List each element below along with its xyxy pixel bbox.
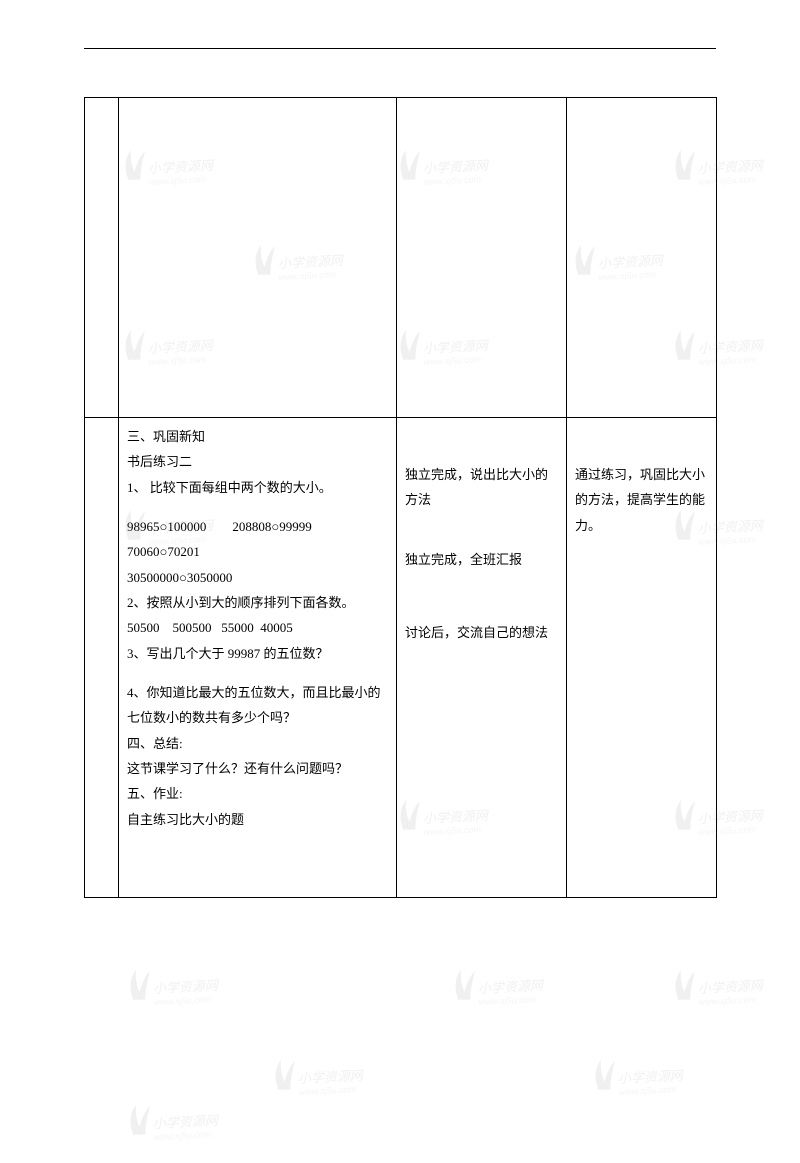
svg-text:小学资源网: 小学资源网 [618, 1068, 686, 1086]
num: 500500 [173, 620, 212, 635]
expr: 98965○100000 [127, 519, 206, 534]
watermark-icon: 小学资源网 www.xj5u.com [439, 957, 562, 1023]
watermark-icon: 小学资源网 www.xj5u.com [114, 1092, 237, 1158]
watermark-icon: 小学资源网 www.xj5u.com [114, 957, 237, 1023]
table-row: 三、巩固新知 书后练习二 1、 比较下面每组中两个数的大小。 98965○100… [85, 418, 717, 898]
math-expression: 98965○100000 208808○99999 [127, 514, 388, 539]
text-line: 这节课学习了什么？还有什么问题吗？ [127, 756, 388, 781]
svg-text:小学资源网: 小学资源网 [478, 978, 546, 996]
activity-text: 讨论后，交流自己的想法 [405, 620, 558, 645]
cell-r1c4 [567, 98, 717, 418]
math-expression: 70060○70201 [127, 539, 388, 564]
cell-r1c2 [119, 98, 397, 418]
svg-text:www.xj5u.com: www.xj5u.com [298, 1084, 356, 1097]
cell-r2c1 [85, 418, 119, 898]
activity-text: 独立完成，说出比大小的方法 [405, 462, 558, 513]
num: 50500 [127, 620, 160, 635]
page-border: 三、巩固新知 书后练习二 1、 比较下面每组中两个数的大小。 98965○100… [84, 48, 716, 898]
num: 55000 [221, 620, 254, 635]
question-text: 4、你知道比最大的五位数大，而且比最小的七位数小的数共有多少个吗？ [127, 680, 388, 731]
question-text: 1、 比较下面每组中两个数的大小。 [127, 475, 388, 500]
svg-text:www.xj5u.com: www.xj5u.com [698, 994, 756, 1007]
svg-text:www.xj5u.com: www.xj5u.com [153, 994, 211, 1007]
activity-text: 独立完成，全班汇报 [405, 547, 558, 572]
watermark-icon: 小学资源网 www.xj5u.com [259, 1047, 382, 1113]
svg-text:小学资源网: 小学资源网 [153, 1113, 221, 1131]
question-text: 2、按照从小到大的顺序排列下面各数。 [127, 590, 388, 615]
text-line: 书后练习二 [127, 449, 388, 474]
cell-r2c4: 通过练习，巩固比大小的方法，提高学生的能力。 [567, 418, 717, 898]
number-list: 50500 500500 55000 40005 [127, 615, 388, 640]
purpose-text: 通过练习，巩固比大小的方法，提高学生的能力。 [575, 462, 708, 538]
expr: 208808○99999 [232, 519, 311, 534]
table-row [85, 98, 717, 418]
svg-text:www.xj5u.com: www.xj5u.com [153, 1129, 211, 1142]
text-line: 自主练习比大小的题 [127, 807, 388, 832]
num: 40005 [260, 620, 293, 635]
lesson-table: 三、巩固新知 书后练习二 1、 比较下面每组中两个数的大小。 98965○100… [84, 97, 717, 898]
cell-r2c2: 三、巩固新知 书后练习二 1、 比较下面每组中两个数的大小。 98965○100… [119, 418, 397, 898]
watermark-icon: 小学资源网 www.xj5u.com [659, 957, 782, 1023]
cell-r2c3: 独立完成，说出比大小的方法 独立完成，全班汇报 讨论后，交流自己的想法 [397, 418, 567, 898]
math-expression: 30500000○3050000 [127, 565, 388, 590]
svg-text:小学资源网: 小学资源网 [153, 978, 221, 996]
cell-r1c1 [85, 98, 119, 418]
watermark-icon: 小学资源网 www.xj5u.com [579, 1047, 702, 1113]
section-heading: 四、总结: [127, 731, 388, 756]
svg-text:小学资源网: 小学资源网 [298, 1068, 366, 1086]
section-heading: 五、作业: [127, 781, 388, 806]
svg-text:www.xj5u.com: www.xj5u.com [618, 1084, 676, 1097]
svg-text:www.xj5u.com: www.xj5u.com [478, 994, 536, 1007]
svg-text:小学资源网: 小学资源网 [698, 978, 766, 996]
cell-r1c3 [397, 98, 567, 418]
question-text: 3、写出几个大于 99987 的五位数？ [127, 641, 388, 666]
section-heading: 三、巩固新知 [127, 424, 388, 449]
